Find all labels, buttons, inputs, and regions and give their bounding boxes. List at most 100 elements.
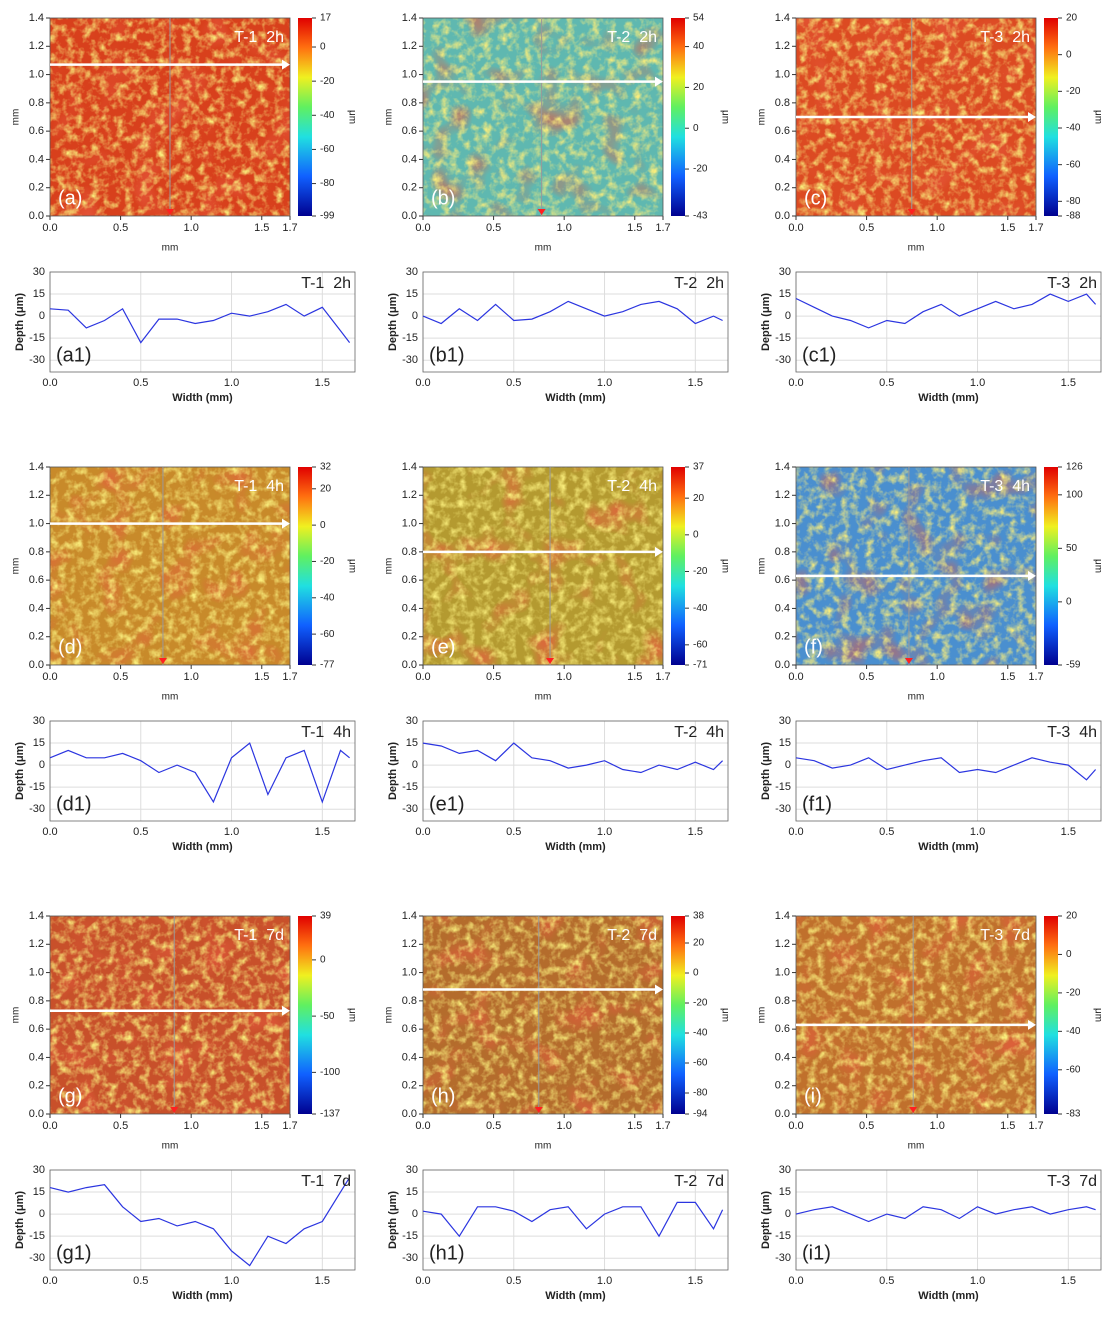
colorbar-tick-label: -60 [693, 1058, 708, 1069]
x-tick-label: 1.5 [1061, 377, 1076, 389]
x-tick-label: 0.0 [42, 826, 57, 838]
x-tick-label: 0.5 [859, 1120, 874, 1132]
x-axis-label: mm [162, 692, 179, 703]
y-tick-label: 0.8 [402, 546, 417, 558]
texture [423, 916, 663, 1114]
frame [422, 17, 664, 217]
y-tick-label: 1.4 [29, 12, 44, 24]
x-tick-label: 1.0 [184, 222, 199, 234]
y-tick-label: 0 [412, 1208, 418, 1220]
arrow-head [282, 518, 290, 529]
y-tick-label: -15 [402, 332, 418, 344]
colorbar [298, 467, 312, 665]
texture [796, 467, 1036, 665]
colorbar-tick-label: -20 [320, 556, 335, 567]
colorbar-tick-label: 38 [693, 911, 705, 922]
frame [422, 466, 664, 666]
x-tick-label: 1.0 [930, 671, 945, 683]
x-tick-label: 1.0 [557, 671, 572, 683]
x-tick-label: 0.0 [415, 222, 430, 234]
colorbar [671, 18, 685, 216]
y-tick-label: 0.4 [402, 153, 417, 165]
y-tick-label: 0.2 [775, 631, 790, 643]
y-tick-label: 0.0 [775, 1108, 790, 1120]
y-tick-label: 1.0 [775, 68, 790, 80]
x-tick-label: 0.5 [133, 1275, 148, 1287]
panel-label: (h) [431, 1085, 455, 1107]
y-tick-label: 0.0 [402, 1108, 417, 1120]
colorbar-tick-label: 0 [693, 529, 699, 540]
x-axis-label: mm [162, 1141, 179, 1152]
colorbar-tick-label: -20 [320, 76, 335, 87]
colorbar-tick-label: -40 [1066, 123, 1081, 134]
y-tick-label: 1.2 [29, 40, 44, 52]
y-tick-label: 0.4 [775, 602, 790, 614]
panel-label: (d1) [56, 793, 92, 815]
y-tick-label: -30 [29, 1252, 45, 1264]
panel-title: T-1 2h [234, 29, 284, 46]
colorbar-tick-label: 0 [1066, 949, 1072, 960]
x-axis-label: Width (mm) [545, 392, 606, 404]
colorbar-tick-label: 39 [320, 911, 332, 922]
panel-title: T-3 2h [980, 29, 1030, 46]
y-tick-label: 0.6 [29, 125, 44, 137]
marker [546, 658, 555, 664]
panel-label: (g1) [56, 1242, 92, 1264]
y-tick-label: 0.6 [775, 125, 790, 137]
colorbar-tick-label: 40 [693, 41, 705, 52]
x-tick-label: 0.0 [415, 377, 430, 389]
x-tick-label: 1.5 [1061, 1275, 1076, 1287]
y-tick-label: 1.2 [402, 938, 417, 950]
arrow-head [1028, 112, 1036, 122]
y-tick-label: 0.2 [402, 631, 417, 643]
arrow-head [282, 59, 290, 70]
x-tick-label: 0.0 [415, 826, 430, 838]
x-tick-label: 0.5 [879, 826, 894, 838]
y-axis-label: mm [384, 1007, 395, 1024]
marker [904, 658, 913, 664]
x-tick-label: 1.0 [224, 377, 239, 389]
y-tick-label: 1.0 [29, 517, 44, 529]
panel-label: (a) [58, 187, 82, 209]
y-tick-label: -30 [29, 354, 45, 366]
x-axis-label: Width (mm) [172, 1290, 233, 1302]
y-axis-label: mm [384, 109, 395, 126]
texture [796, 916, 1036, 1114]
y-tick-label: 0.4 [775, 153, 790, 165]
x-tick-label: 0.5 [486, 671, 501, 683]
y-tick-label: 0.0 [402, 210, 417, 222]
y-tick-label: 0.2 [402, 182, 417, 194]
y-axis-label: mm [757, 1007, 768, 1024]
panel-title: T-3 4h [1047, 724, 1097, 741]
x-tick-label: 1.7 [655, 671, 670, 683]
colorbar-tick-label: -40 [693, 1028, 708, 1039]
x-tick-label: 0.0 [415, 1120, 430, 1132]
colorbar-unit: μm [719, 1008, 730, 1022]
y-tick-label: 0.4 [29, 1051, 44, 1063]
colorbar-unit: μm [719, 110, 730, 124]
colorbar-tick-label: 126 [1066, 462, 1083, 473]
x-tick-label: 1.0 [970, 826, 985, 838]
panel-label: (c1) [802, 344, 836, 366]
x-tick-label: 1.7 [1028, 671, 1043, 683]
marker [534, 1107, 543, 1113]
profile-line [422, 742, 724, 774]
colorbar-tick-label: -20 [1066, 86, 1081, 97]
y-axis-label: Depth (μm) [14, 293, 26, 351]
x-axis-label: mm [535, 692, 552, 703]
colorbar-tick-label: -40 [693, 603, 708, 614]
x-tick-label: 1.0 [224, 1275, 239, 1287]
x-axis-label: Width (mm) [918, 392, 979, 404]
x-axis-label: Width (mm) [172, 392, 233, 404]
profile-line [49, 303, 351, 344]
y-tick-label: 15 [406, 1186, 418, 1198]
y-tick-label: 15 [779, 737, 791, 749]
y-tick-label: 0 [785, 759, 791, 771]
x-tick-label: 1.0 [930, 1120, 945, 1132]
y-tick-label: -15 [29, 781, 45, 793]
x-tick-label: 1.0 [184, 1120, 199, 1132]
y-tick-label: 0 [39, 310, 45, 322]
y-tick-label: 0.6 [402, 1023, 417, 1035]
colorbar-tick-label: 32 [320, 462, 332, 473]
